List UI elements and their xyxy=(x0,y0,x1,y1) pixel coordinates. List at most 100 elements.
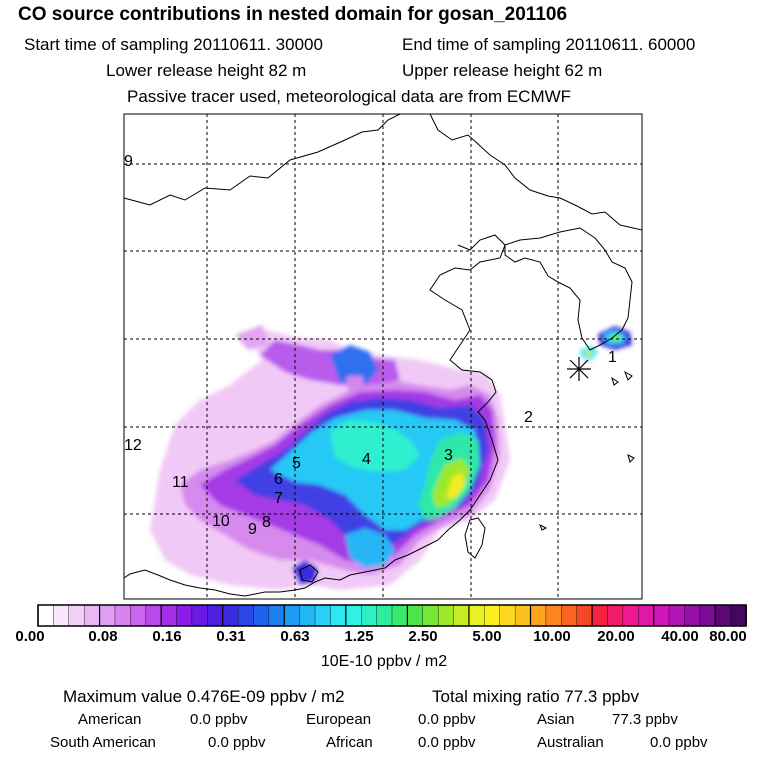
colorbar-frame xyxy=(37,604,747,627)
colorbar-segment xyxy=(422,604,439,627)
colorbar-unit: 10E-10 ppbv / m2 xyxy=(320,653,448,670)
colorbar-segment xyxy=(453,604,470,627)
colorbar-segment xyxy=(83,604,101,627)
coastline xyxy=(124,114,642,597)
colorbar-segment xyxy=(99,604,116,627)
colorbar-segment xyxy=(468,604,486,627)
map-title: CO source contributions in nested domain… xyxy=(18,4,568,25)
colorbar-segment xyxy=(684,604,701,627)
colorbar-segment xyxy=(407,604,424,627)
colorbar-segment xyxy=(345,604,363,627)
south-american-label: South American xyxy=(50,734,156,751)
european-label: European xyxy=(306,711,372,728)
colorbar-segment xyxy=(622,604,640,627)
upper-height-label: Upper release height 62 m xyxy=(402,61,603,80)
colorbar-segment xyxy=(207,604,224,627)
south-american-value: 0.0 ppbv xyxy=(208,734,266,751)
colorbar-segment xyxy=(437,604,455,627)
colorbar-tick: 5.00 xyxy=(472,628,502,645)
colorbar-segment xyxy=(499,604,516,627)
colorbar-segment xyxy=(699,604,717,627)
plume-layer xyxy=(150,325,632,590)
colorbar-segment xyxy=(576,604,593,627)
source-contribution-map: 1 2 3 4 5 6 7 8 9 10 11 12 9 xyxy=(37,113,747,627)
colorbar-segment xyxy=(653,604,670,627)
total-mixing-ratio: Total mixing ratio 77.3 ppbv xyxy=(432,687,639,706)
colorbar-segment xyxy=(253,604,270,627)
colorbar-segment xyxy=(284,604,301,627)
region-label: 1 xyxy=(608,349,617,366)
american-value: 0.0 ppbv xyxy=(190,711,248,728)
region-label: 4 xyxy=(362,451,371,468)
colorbar-segment xyxy=(361,604,378,627)
region-label: 7 xyxy=(274,490,283,507)
region-label: 10 xyxy=(212,513,230,530)
colorbar-tick: 0.16 xyxy=(152,628,182,645)
colorbar-tick: 0.63 xyxy=(280,628,310,645)
colorbar-tick: 0.08 xyxy=(88,628,118,645)
colorbar-segment xyxy=(299,604,316,627)
colorbar-tick: 80.00 xyxy=(709,628,747,645)
asian-label: Asian xyxy=(537,711,575,728)
european-value: 0.0 ppbv xyxy=(418,711,476,728)
colorbar-segment xyxy=(314,604,332,627)
colorbar-segment xyxy=(145,604,162,627)
end-time-label: End time of sampling 20110611. 60000 xyxy=(402,35,696,54)
colorbar-segment xyxy=(114,604,132,627)
colorbar-segment xyxy=(514,604,532,627)
start-time-label: Start time of sampling 20110611. 30000 xyxy=(24,35,323,54)
lower-height-label: Lower release height 82 m xyxy=(106,61,307,80)
region-label: 9 xyxy=(248,521,257,538)
colorbar-segment xyxy=(607,604,624,627)
colorbar-segment xyxy=(37,604,55,627)
colorbar-segment xyxy=(561,604,578,627)
asian-value: 77.3 ppbv xyxy=(612,711,678,728)
colorbar-tick: 1.25 xyxy=(344,628,374,645)
colorbar-segment xyxy=(176,604,193,627)
colorbar-segment xyxy=(591,604,609,627)
colorbar-segment xyxy=(191,604,209,627)
colorbar-tick: 2.50 xyxy=(408,628,438,645)
colorbar-segment xyxy=(730,604,747,627)
colorbar-segment xyxy=(222,604,239,627)
colorbar-segment xyxy=(268,604,286,627)
colorbar-segment xyxy=(68,604,85,627)
region-label: 6 xyxy=(274,471,283,488)
colorbar-segment xyxy=(330,604,347,627)
map-frame xyxy=(123,113,643,600)
region-label: 9 xyxy=(124,153,133,170)
colorbar-segment xyxy=(53,604,70,627)
colorbar xyxy=(37,604,747,627)
colorbar-tick: 20.00 xyxy=(597,628,635,645)
american-label: American xyxy=(78,711,142,728)
grid-lines xyxy=(124,114,642,599)
colorbar-tick: 0.31 xyxy=(216,628,246,645)
colorbar-tick: 0.00 xyxy=(15,628,45,645)
colorbar-segment xyxy=(130,604,147,627)
colorbar-segment xyxy=(638,604,655,627)
colorbar-segment xyxy=(484,604,501,627)
region-label: 8 xyxy=(262,514,271,531)
colorbar-segment xyxy=(715,604,732,627)
colorbar-tick: 40.00 xyxy=(661,628,699,645)
asterisk-icon xyxy=(567,357,591,381)
region-label: 2 xyxy=(524,409,533,426)
region-label: 11 xyxy=(172,474,189,491)
colorbar-segment xyxy=(545,604,563,627)
region-label: 3 xyxy=(444,447,453,464)
region-label: 12 xyxy=(124,437,142,454)
australian-label: Australian xyxy=(537,734,604,751)
region-label: 5 xyxy=(292,455,301,472)
african-label: African xyxy=(326,734,373,751)
colorbar-segment xyxy=(391,604,409,627)
colorbar-segment xyxy=(376,604,393,627)
tracer-note: Passive tracer used, meteorological data… xyxy=(127,87,572,106)
colorbar-segment xyxy=(160,604,178,627)
max-value-label: Maximum value 0.476E-09 ppbv / m2 xyxy=(63,687,345,706)
african-value: 0.0 ppbv xyxy=(418,734,476,751)
colorbar-segment xyxy=(530,604,547,627)
colorbar-tick: 10.00 xyxy=(533,628,571,645)
australian-value: 0.0 ppbv xyxy=(650,734,708,751)
colorbar-segment xyxy=(237,604,255,627)
colorbar-segment xyxy=(668,604,686,627)
